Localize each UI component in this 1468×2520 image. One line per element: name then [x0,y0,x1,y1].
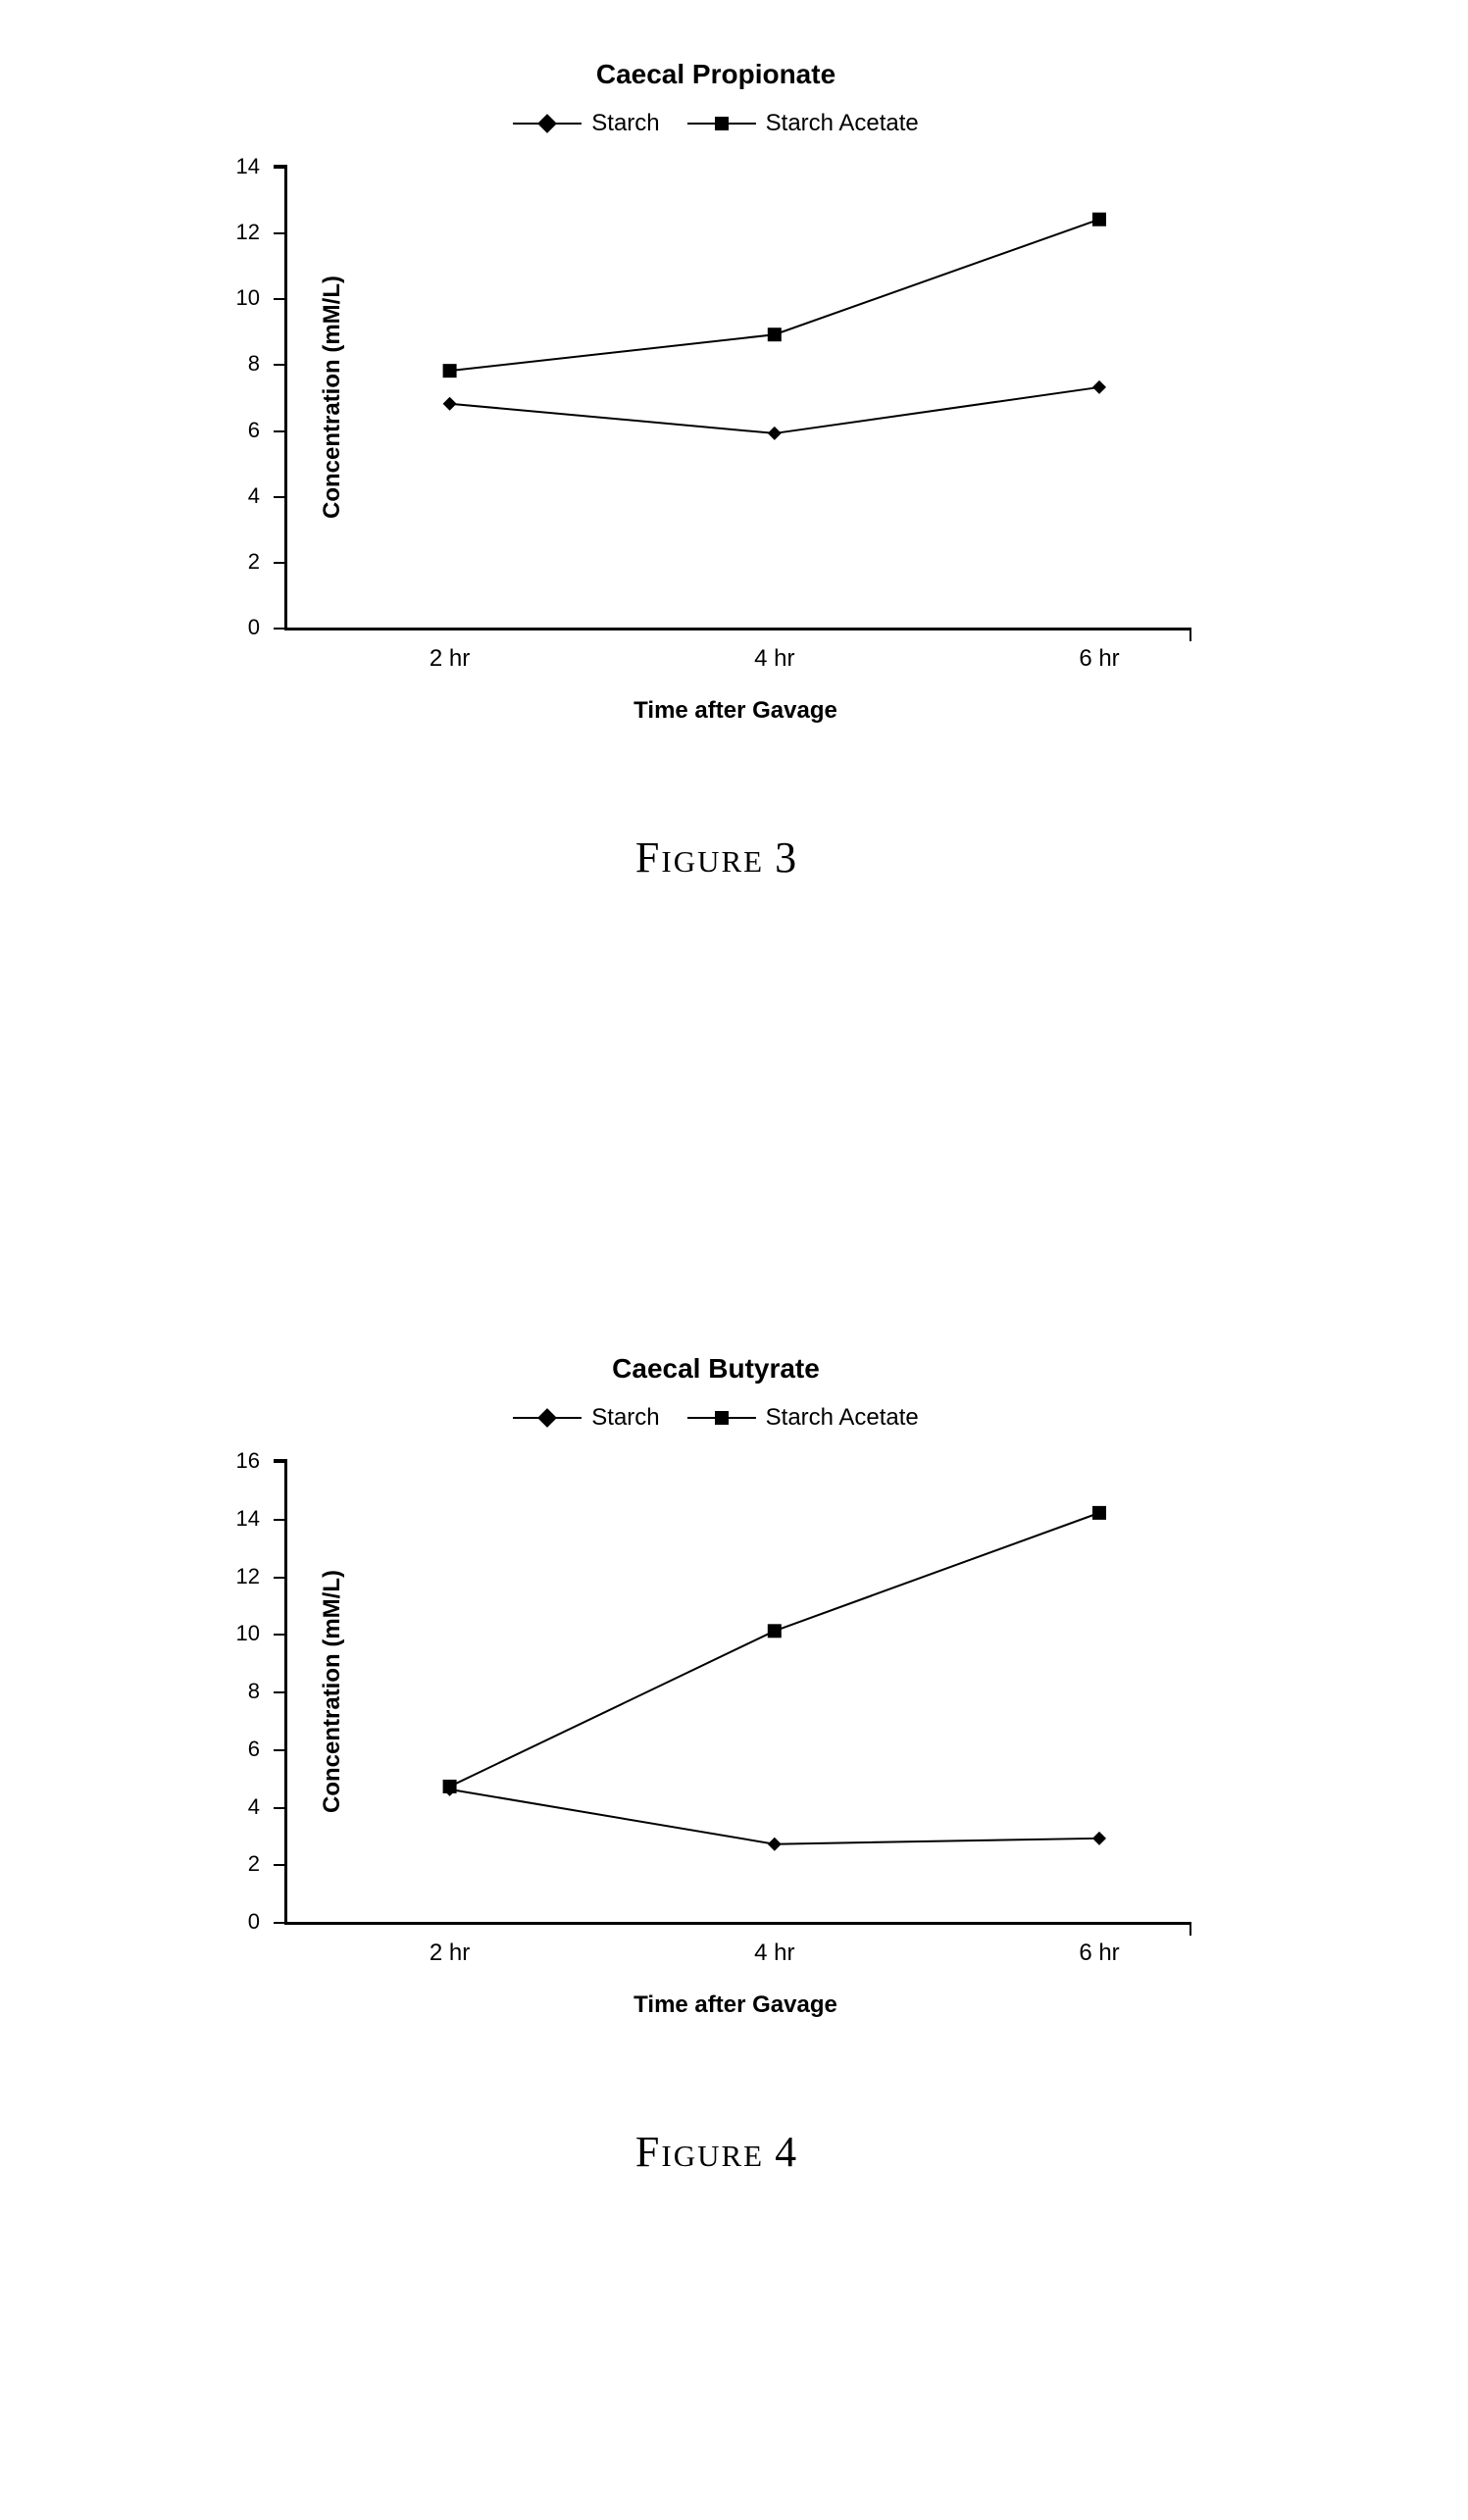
legend-item: Starch Acetate [687,110,919,137]
series-marker-square-icon [768,1624,782,1638]
series-marker-diamond-icon [768,427,782,440]
series-marker-diamond-icon [1092,1832,1106,1845]
chart1-block: Caecal Propionate Starch Starch Acetate 024… [177,59,1255,882]
series-line [450,387,1099,433]
x-tick-label: 6 hr [1079,628,1119,673]
plot-container: 024681012142 hr4 hr6 hrConcentration (mM… [177,167,1255,630]
figure-caption: Figure 4 [177,2127,1255,2177]
legend-label: Starch [591,110,659,137]
legend-label: Starch Acetate [766,110,919,137]
series-line [450,1513,1099,1787]
plot-area: 024681012142 hr4 hr6 hrConcentration (mM… [284,167,1190,630]
x-tick-label: 6 hr [1079,1922,1119,1967]
legend-item: Starch [513,110,659,137]
legend: Starch Starch Acetate [177,1404,1255,1432]
legend-item: Starch [513,1404,659,1432]
legend-label: Starch [591,1404,659,1432]
x-tick-label: 2 hr [430,628,470,673]
series-marker-diamond-icon [768,1838,782,1851]
x-axis-label: Time after Gavage [284,1991,1187,2019]
legend-line-icon [687,1417,756,1419]
legend-label: Starch Acetate [766,1404,919,1432]
legend: Starch Starch Acetate [177,110,1255,137]
series-marker-square-icon [443,364,457,378]
chart2-block: Caecal Butyrate Starch Starch Acetate 02468… [177,1353,1255,2177]
series-marker-square-icon [768,328,782,341]
series-marker-square-icon [1092,213,1106,227]
series-marker-square-icon [1092,1506,1106,1520]
series-marker-diamond-icon [1092,380,1106,394]
legend-line-icon [513,123,582,125]
x-tick-label: 4 hr [754,628,794,673]
series-line [450,1789,1099,1844]
plot-area: 02468101214162 hr4 hr6 hrConcentration (… [284,1461,1190,1925]
legend-item: Starch Acetate [687,1404,919,1432]
x-tick-label: 4 hr [754,1922,794,1967]
plot-svg [287,1461,1190,1922]
figure-caption: Figure 3 [177,832,1255,882]
legend-line-icon [687,123,756,125]
x-tick-label: 2 hr [430,1922,470,1967]
series-line [450,220,1099,371]
x-axis-label: Time after Gavage [284,697,1187,725]
series-marker-square-icon [443,1780,457,1793]
chart-title: Caecal Propionate [177,59,1255,90]
plot-container: 02468101214162 hr4 hr6 hrConcentration (… [177,1461,1255,1925]
legend-line-icon [513,1417,582,1419]
series-marker-diamond-icon [443,397,457,411]
plot-svg [287,167,1190,628]
chart-title: Caecal Butyrate [177,1353,1255,1385]
